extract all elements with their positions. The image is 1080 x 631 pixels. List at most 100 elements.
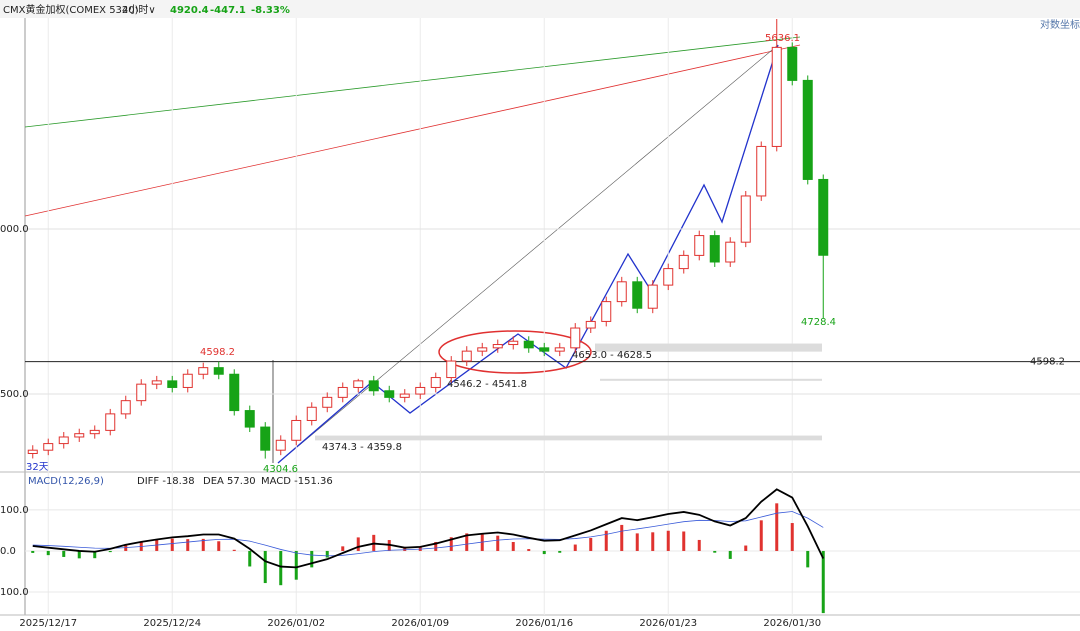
macd-legend: DIFF -18.38 <box>137 476 195 487</box>
macd-bar <box>449 537 453 551</box>
instrument[interactable]: CMX黄金加权(COMEX 5320) <box>3 3 139 16</box>
candle-body <box>27 449 38 454</box>
candle-body <box>58 436 69 445</box>
candle-body <box>492 344 503 349</box>
macd-legend: DEA 57.30 <box>203 476 256 487</box>
y-tick-label: 0.0 <box>0 546 16 557</box>
candle-body <box>616 281 627 303</box>
candle-body <box>725 241 736 263</box>
macd-bar <box>666 530 670 551</box>
macd-bar <box>527 549 531 551</box>
period[interactable]: 4小时∨ <box>122 4 156 16</box>
macd-bar <box>201 538 205 551</box>
candle-body <box>415 386 426 395</box>
macd-bar <box>511 542 515 551</box>
macd-bar <box>232 549 236 551</box>
macd-bar <box>294 550 298 580</box>
candle-body <box>182 373 193 388</box>
macd-bar <box>728 550 732 559</box>
macd-bar <box>806 550 810 568</box>
candle-body <box>771 46 782 147</box>
macd-legend: MACD(12,26,9) <box>28 476 104 487</box>
macd-bar <box>496 535 500 551</box>
log-toggle[interactable]: 对数坐标 <box>1040 18 1080 31</box>
macd-bar <box>573 544 577 551</box>
zone-label: 4653.0 - 4628.5 <box>572 350 652 361</box>
macd-bar <box>170 538 174 551</box>
candle-body <box>756 145 767 197</box>
candle-body <box>678 254 689 270</box>
candle-body <box>89 429 100 435</box>
macd-bar <box>651 532 655 551</box>
macd-bar <box>418 546 422 551</box>
zone <box>315 435 822 441</box>
macd-bar <box>542 550 546 555</box>
candle-body <box>477 347 488 352</box>
y-tick-label: 500.0 <box>0 389 29 400</box>
candle-body <box>787 46 798 81</box>
macd-bar <box>325 550 329 558</box>
trend-line <box>24 44 801 217</box>
x-tick-label: 2025/12/24 <box>143 618 201 629</box>
macd-bar <box>108 550 112 553</box>
x-tick-label: 2025/12/17 <box>19 618 77 629</box>
candle-body <box>74 433 85 438</box>
price-annotation: 4598.2 <box>200 347 235 358</box>
zone <box>600 378 822 381</box>
candle-body <box>740 195 751 243</box>
candle-body <box>337 386 348 398</box>
macd-bar <box>248 550 252 567</box>
price-annotation: 4304.6 <box>263 464 298 475</box>
candle-body <box>508 340 519 346</box>
macd-bar <box>465 533 469 551</box>
candle-body <box>709 235 720 263</box>
candle-body <box>601 301 612 322</box>
macd-bar <box>682 531 686 551</box>
candle-body <box>43 443 54 451</box>
macd-bar <box>403 546 407 551</box>
candle-body <box>585 320 596 329</box>
y-tick-label: 100.0 <box>0 505 29 516</box>
zone <box>595 343 822 352</box>
macd-bar <box>217 541 221 551</box>
macd-legend: MACD -151.36 <box>261 476 333 487</box>
candle-body <box>539 347 550 352</box>
zone-label: 4546.2 - 4541.8 <box>447 379 527 390</box>
macd-bar <box>46 550 50 556</box>
candle-body <box>663 268 674 286</box>
candle-body <box>694 235 705 256</box>
candle-body <box>461 350 472 362</box>
macd-bar <box>356 537 360 551</box>
candle-body <box>647 284 658 309</box>
macd-bar <box>310 550 314 568</box>
candle-body <box>136 383 147 402</box>
candle-body <box>213 367 224 375</box>
macd-bar <box>77 550 81 559</box>
candle-body <box>167 380 178 388</box>
level-label: 4598.2 <box>1030 357 1065 368</box>
candle-body <box>368 380 379 392</box>
trend-line <box>24 36 801 128</box>
zone-label: 4374.3 - 4359.8 <box>322 442 402 453</box>
macd-bar <box>480 534 484 551</box>
macd-bar <box>697 539 701 551</box>
macd-bar <box>263 550 267 584</box>
candle-body <box>291 419 302 441</box>
macd-bar <box>434 542 438 551</box>
candle-body <box>430 377 441 388</box>
candle-body <box>198 367 209 375</box>
macd-bar <box>186 539 190 551</box>
candle-body <box>399 393 410 398</box>
macd-bar <box>589 537 593 551</box>
macd-bar <box>821 550 825 614</box>
x-tick-label: 2026/01/23 <box>639 618 697 629</box>
trend-line <box>277 44 779 464</box>
macd-bar <box>279 550 283 586</box>
macd-bar <box>775 503 779 551</box>
macd-bar <box>558 550 562 553</box>
candle-body <box>322 396 333 408</box>
macd-bar <box>31 550 35 553</box>
candle-body <box>105 413 116 431</box>
candle-body <box>632 281 643 309</box>
